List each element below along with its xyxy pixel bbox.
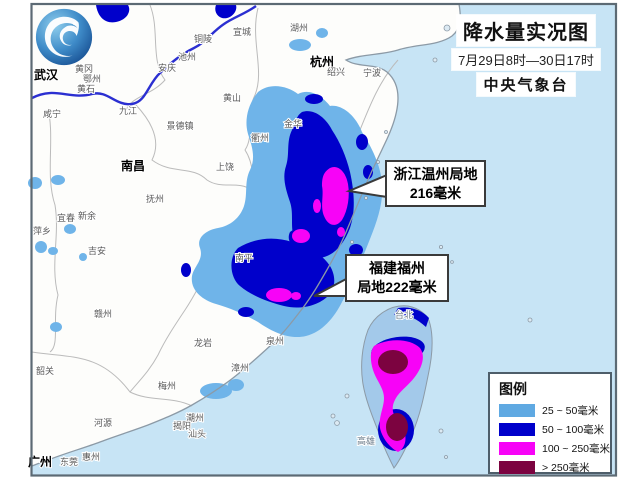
wenzhou-callout-line1: 浙江温州局地	[393, 165, 478, 182]
city-label-铜陵: 铜陵	[194, 33, 212, 44]
city-label-南平: 南平	[235, 252, 253, 263]
city-label-景德镇: 景德镇	[166, 120, 193, 131]
city-label-汕头: 汕头	[188, 429, 206, 439]
city-label-衢州: 衢州	[251, 132, 269, 143]
city-label-宣城: 宣城	[233, 26, 251, 37]
city-label-黄石: 黄石	[77, 83, 95, 94]
city-label-萍乡: 萍乡	[33, 226, 51, 236]
logo-dragon-eye	[72, 21, 77, 26]
map-title: 降水量实况图	[457, 15, 595, 46]
logo-dragon-swirl	[44, 16, 79, 57]
legend-item-3: > 250毫米	[499, 460, 602, 475]
issuing-agency: 中央气象台	[477, 73, 575, 96]
city-label-安庆: 安庆	[158, 62, 176, 73]
legend-item-2: 100 ~ 250毫米	[499, 441, 610, 456]
city-label-宁波: 宁波	[363, 67, 381, 78]
wenzhou-rainfall-callout: 浙江温州局地 216毫米	[385, 160, 486, 207]
city-label-台北: 台北	[395, 309, 413, 320]
city-label-南昌: 南昌	[121, 158, 145, 173]
legend-swatch	[499, 423, 535, 436]
city-label-咸宁: 咸宁	[43, 108, 61, 119]
city-label-上饶: 上饶	[216, 161, 234, 172]
city-label-揭阳: 揭阳	[173, 420, 191, 431]
fuzhou-callout-line2: 局地222毫米	[357, 279, 437, 295]
taiwan-island	[361, 305, 433, 469]
legend-item-1: 50 ~ 100毫米	[499, 422, 605, 437]
city-label-韶关: 韶关	[36, 365, 54, 376]
legend-swatch	[499, 442, 535, 455]
city-label-杭州: 杭州	[310, 54, 334, 69]
city-label-绍兴: 绍兴	[327, 66, 345, 77]
fuzhou-callout-line1: 福建福州	[369, 260, 425, 277]
city-label-宜春: 宜春	[57, 212, 75, 223]
legend-items: 25 ~ 50毫米 50 ~ 100毫米 100 ~ 250毫米 > 250毫米	[499, 403, 610, 475]
fuzhou-rainfall-callout: 福建福州 局地222毫米	[345, 254, 449, 302]
yangtze-river	[31, 5, 257, 106]
coastline	[31, 3, 461, 467]
city-label-黄冈: 黄冈	[75, 63, 93, 74]
city-label-广州: 广州	[28, 454, 52, 469]
rain-100-250mm	[266, 166, 349, 302]
legend-swatch	[499, 461, 535, 474]
city-label-九江: 九江	[119, 106, 137, 116]
city-label-泉州: 泉州	[266, 335, 284, 346]
legend-label: 25 ~ 50毫米	[542, 405, 599, 417]
city-label-武汉: 武汉	[34, 67, 59, 82]
city-label-漳州: 漳州	[231, 362, 249, 373]
legend-box: 图例 25 ~ 50毫米 50 ~ 100毫米 100 ~ 250毫米 > 250毫米	[488, 372, 612, 474]
city-label-抚州: 抚州	[146, 193, 164, 204]
observation-period: 7月29日8时—30日17时	[452, 49, 600, 70]
city-label-惠州: 惠州	[82, 451, 100, 462]
city-label-龙岩: 龙岩	[194, 337, 212, 348]
legend-item-0: 25 ~ 50毫米	[499, 403, 602, 418]
city-label-湖州: 湖州	[290, 23, 308, 33]
legend-label: > 250毫米	[542, 462, 590, 474]
city-label-金华: 金华	[284, 118, 302, 129]
city-label-吉安: 吉安	[88, 245, 106, 256]
city-label-河源: 河源	[94, 417, 112, 428]
city-label-池州: 池州	[178, 51, 196, 62]
legend-swatch	[499, 404, 535, 417]
wenzhou-callout-line2: 216毫米	[409, 184, 462, 201]
city-label-梅州: 梅州	[158, 380, 176, 391]
title-block: 降水量实况图 7月29日8时—30日17时 中央气象台	[438, 15, 614, 96]
china-weather-dragon-logo	[35, 8, 93, 66]
city-label-东莞: 东莞	[60, 456, 78, 467]
city-label-鄂州: 鄂州	[83, 74, 101, 84]
city-label-潮州: 潮州	[186, 412, 204, 423]
legend-label: 100 ~ 250毫米	[542, 443, 611, 455]
legend-label: 50 ~ 100毫米	[542, 424, 605, 436]
city-label-黄山: 黄山	[223, 92, 241, 103]
legend-title: 图例	[499, 381, 527, 397]
city-label-高雄: 高雄	[357, 435, 375, 446]
map-frame-border	[30, 2, 618, 477]
city-label-赣州: 赣州	[94, 308, 112, 319]
city-label-新余: 新余	[78, 210, 96, 221]
